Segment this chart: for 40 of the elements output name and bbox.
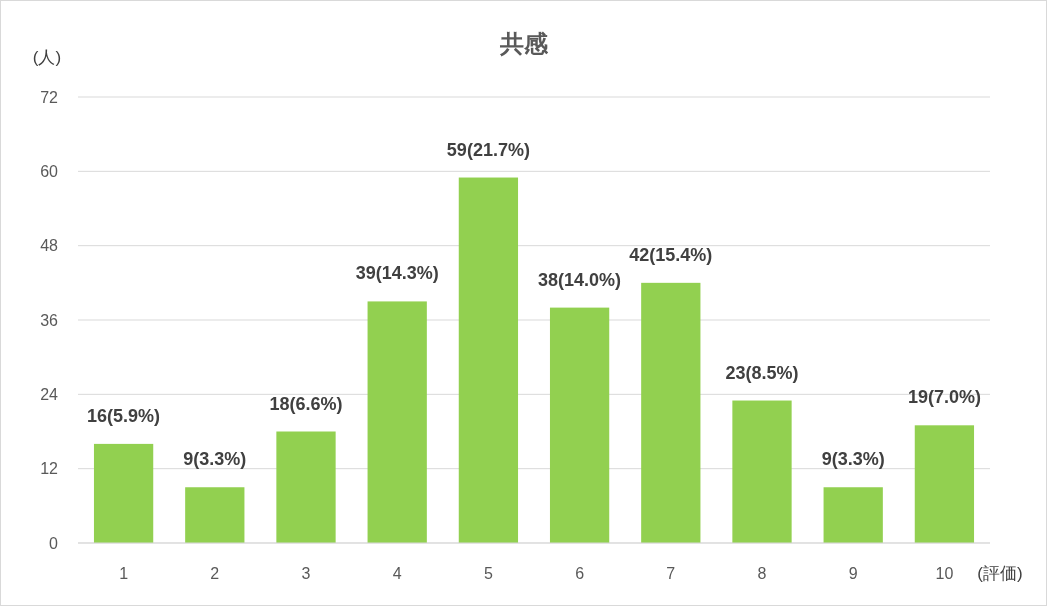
bar bbox=[823, 487, 883, 543]
x-tick-label: 10 bbox=[935, 565, 954, 582]
y-tick-label: 48 bbox=[40, 237, 59, 255]
y-tick-label: 72 bbox=[40, 88, 59, 106]
chart-title: 共感 bbox=[499, 30, 549, 57]
data-label: 42(15.4%) bbox=[629, 244, 713, 265]
data-label: 18(6.6%) bbox=[269, 393, 343, 414]
data-label: 38(14.0%) bbox=[538, 269, 622, 290]
bar bbox=[276, 431, 336, 543]
x-tick-label: 2 bbox=[210, 565, 220, 582]
data-label: 19(7.0%) bbox=[907, 387, 981, 408]
y-tick-label: 36 bbox=[40, 311, 59, 329]
y-tick-label: 12 bbox=[40, 460, 59, 478]
x-tick-label: 7 bbox=[666, 565, 676, 582]
x-tick-label: 3 bbox=[301, 565, 311, 582]
bar bbox=[549, 307, 610, 543]
bar bbox=[93, 443, 154, 543]
data-label: 39(14.3%) bbox=[355, 263, 439, 284]
y-tick-label: 60 bbox=[40, 162, 59, 180]
bar bbox=[367, 301, 427, 543]
x-tick-label: 4 bbox=[392, 565, 402, 582]
data-label: 23(8.5%) bbox=[725, 362, 799, 383]
bar bbox=[185, 487, 245, 543]
y-tick-label: 24 bbox=[40, 385, 59, 403]
x-tick-label: 1 bbox=[119, 565, 129, 582]
x-axis-title: (評価) bbox=[977, 564, 1023, 583]
y-tick-label: 0 bbox=[49, 534, 59, 552]
bar bbox=[458, 177, 519, 543]
x-tick-label: 5 bbox=[483, 565, 493, 582]
x-tick-label: 9 bbox=[848, 565, 858, 582]
bar bbox=[641, 282, 701, 543]
y-axis-title: (人) bbox=[32, 48, 62, 67]
data-label: 16(5.9%) bbox=[87, 405, 161, 426]
bar bbox=[732, 400, 792, 543]
bar bbox=[914, 425, 975, 543]
x-tick-label: 6 bbox=[575, 565, 585, 582]
data-label: 9(3.3%) bbox=[821, 449, 885, 470]
x-tick-label: 8 bbox=[757, 565, 767, 582]
data-label: 9(3.3%) bbox=[183, 449, 247, 470]
data-label: 59(21.7%) bbox=[446, 139, 530, 160]
